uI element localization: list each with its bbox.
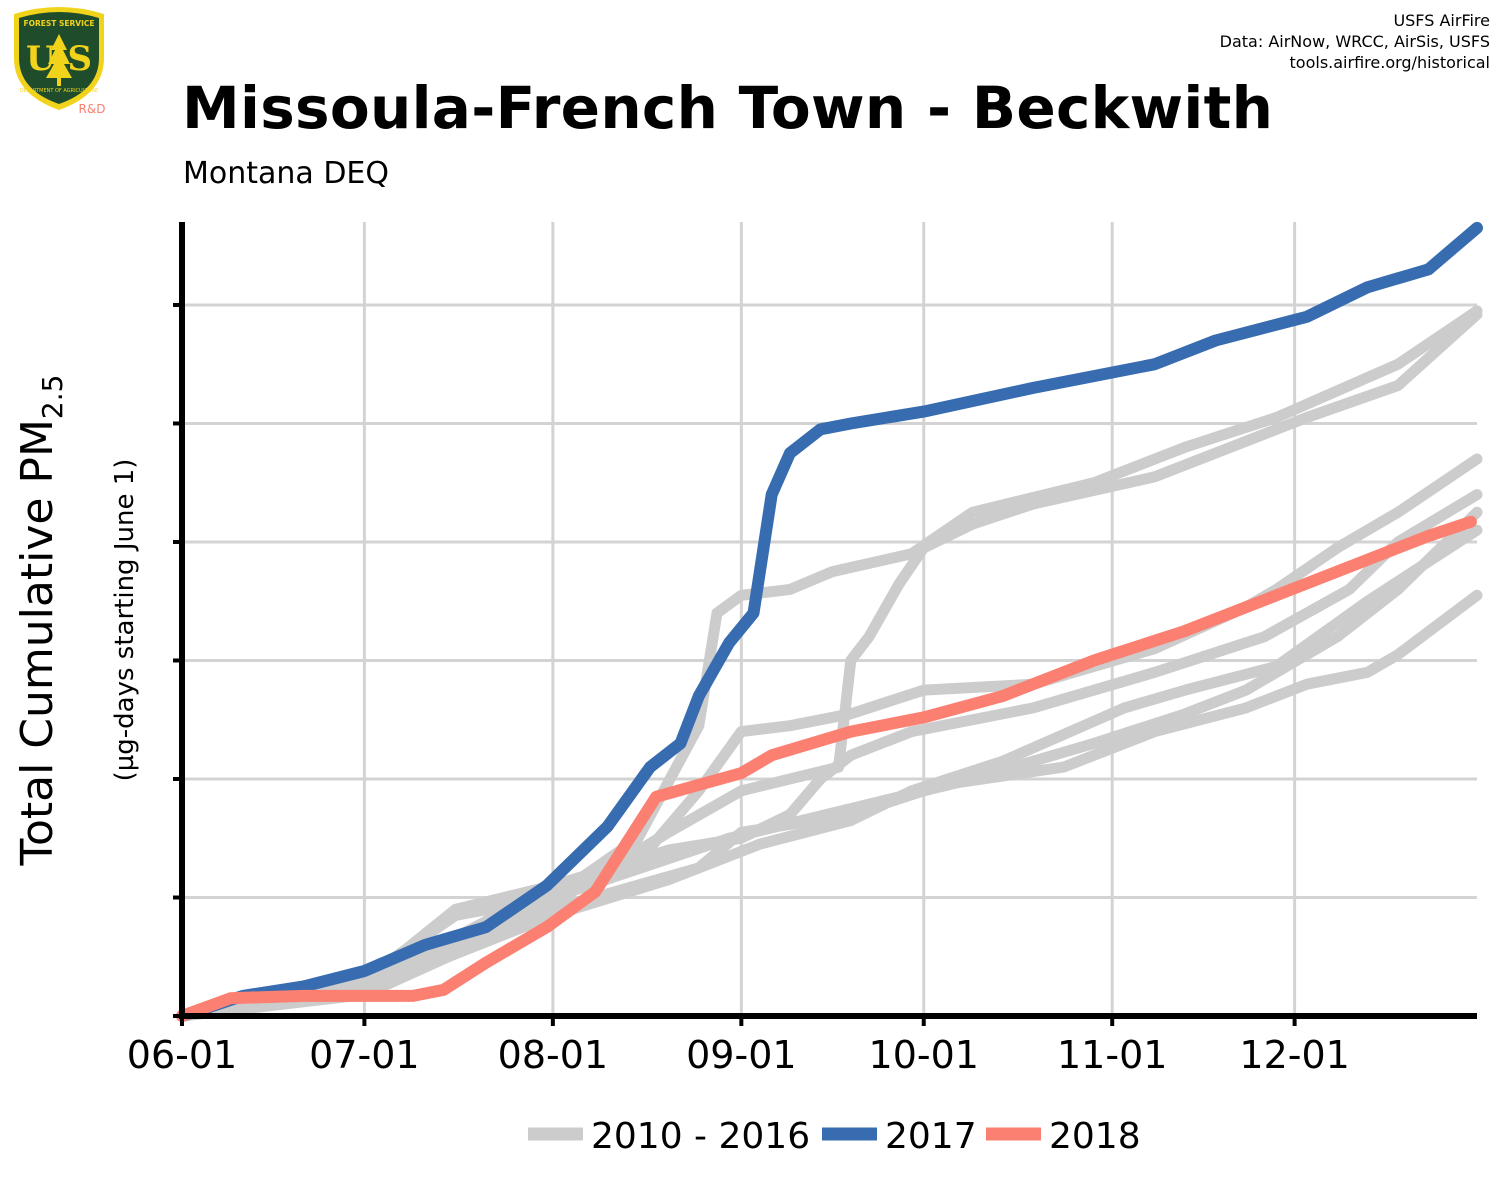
logo-top-text: FOREST SERVICE: [23, 19, 94, 28]
series-line-history-5: [176, 506, 1483, 1022]
y-axis-subtitle: (µg-days starting June 1): [110, 459, 140, 782]
history-series-group: [176, 305, 1483, 1022]
grid-lines: [182, 222, 1477, 1016]
credit-line-source: USFS AirFire: [1393, 11, 1490, 30]
x-tick-label-10-01: 10-01: [869, 1033, 979, 1077]
x-tick-label-07-01: 07-01: [309, 1033, 419, 1077]
tree-icon: [46, 34, 72, 86]
x-ticks: 06-01 07-01 08-01 09-01 10-01 11-01 12-01: [127, 1016, 1350, 1077]
credit-line-url: tools.airfire.org/historical: [1289, 53, 1490, 72]
x-tick-label-12-01: 12-01: [1239, 1033, 1349, 1077]
logo-tag: R&D: [79, 102, 106, 116]
y-axis-title-main: Total Cumulative PM: [12, 419, 63, 866]
y-axis-title: Total Cumulative PM2.5: [12, 375, 69, 867]
credits: USFS AirFire Data: AirNow, WRCC, AirSis,…: [1220, 10, 1490, 73]
chart-title: Missoula-French Town - Beckwith: [182, 74, 1274, 142]
usfs-logo: FOREST SERVICE U S DEPARTMENT OF AGRICUL…: [14, 7, 106, 116]
highlight-series-group: [176, 221, 1483, 1022]
chart-subtitle: Montana DEQ: [183, 156, 390, 191]
x-tick-label-11-01: 11-01: [1057, 1033, 1167, 1077]
legend: 2010 - 2016 2017 2018: [528, 1116, 1141, 1157]
y-ticks: [173, 302, 182, 1018]
x-tick-label-08-01: 08-01: [498, 1033, 608, 1077]
legend-label-3: 2018: [1049, 1116, 1141, 1157]
credit-line-data: Data: AirNow, WRCC, AirSis, USFS: [1219, 32, 1490, 51]
logo-bottom-text: DEPARTMENT OF AGRICULTURE: [20, 88, 98, 94]
x-tick-label-09-01: 09-01: [686, 1033, 796, 1077]
series-line-2017: [176, 221, 1483, 1022]
y-axis-title-subscript: 2.5: [36, 375, 69, 420]
axes: [179, 222, 1477, 1019]
x-tick-label-06-01: 06-01: [127, 1033, 237, 1077]
series-line-2018: [176, 515, 1477, 1022]
legend-label-1: 2010 - 2016: [591, 1116, 810, 1157]
legend-label-2: 2017: [885, 1116, 977, 1157]
series-line-history-4: [176, 489, 1483, 1022]
